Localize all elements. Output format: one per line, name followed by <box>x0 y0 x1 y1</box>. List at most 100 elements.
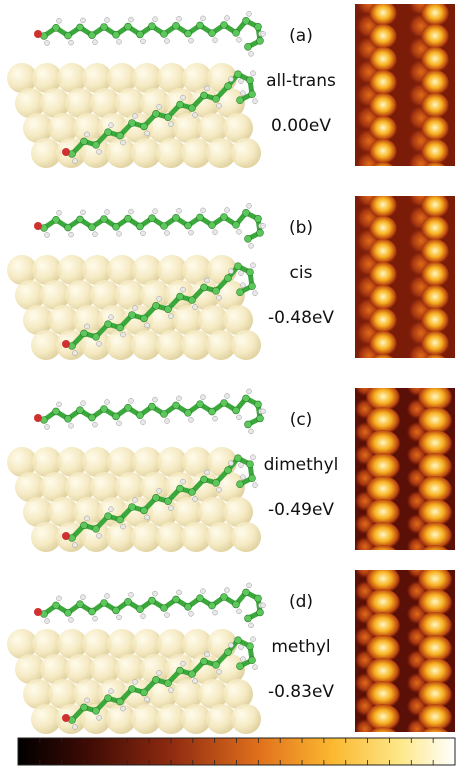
surface-atom <box>107 447 137 477</box>
surface-atom <box>23 679 53 709</box>
carbon <box>112 30 120 39</box>
stm-spot <box>369 24 397 50</box>
carbon <box>104 320 112 329</box>
hydrogen <box>204 277 210 284</box>
stm-spot <box>421 262 449 288</box>
hydrogen <box>68 231 74 238</box>
stm-spot <box>421 331 449 357</box>
hydrogen <box>132 113 138 119</box>
carbon <box>64 608 72 617</box>
carbon <box>92 332 100 341</box>
stm-spot <box>418 499 452 527</box>
carbon <box>140 506 148 515</box>
carbon <box>136 411 144 420</box>
stm-spot <box>424 354 446 358</box>
carbon <box>188 104 196 112</box>
hydrogen <box>168 687 174 693</box>
carbon <box>248 90 256 98</box>
hydrogen <box>252 98 258 104</box>
hydrogen <box>156 104 162 110</box>
stm-spot <box>418 658 452 686</box>
carbon <box>116 131 124 140</box>
hydrogen <box>236 414 242 421</box>
carbon <box>208 407 216 416</box>
stm-spot <box>366 589 400 617</box>
carbon <box>256 36 264 45</box>
surface-atom <box>65 472 95 502</box>
hydrogen <box>128 398 134 404</box>
hydrogen <box>56 595 62 602</box>
carbon <box>236 480 244 489</box>
hydrogen <box>132 497 138 503</box>
carbon <box>112 606 120 615</box>
carbon <box>220 399 228 407</box>
hydrogen <box>140 613 146 619</box>
stm-spot <box>418 430 452 458</box>
hydrogen <box>250 70 256 76</box>
hydrogen <box>204 651 210 658</box>
surface-atom <box>231 138 261 168</box>
carbon <box>236 288 244 297</box>
carbon <box>80 703 88 712</box>
hydrogen <box>104 593 110 599</box>
stm-spot <box>421 727 449 732</box>
carbon <box>244 614 252 623</box>
carbon <box>88 607 96 616</box>
oxygen <box>34 414 42 422</box>
surface-atom <box>231 330 261 360</box>
stm-spot <box>366 522 400 550</box>
stm-spot <box>369 4 397 27</box>
hydrogen <box>180 478 186 485</box>
carbon <box>148 214 156 222</box>
stm-spot <box>418 704 452 732</box>
surface-atom <box>107 63 137 93</box>
panel-name: cis <box>290 263 313 283</box>
carbon <box>224 82 232 90</box>
hydrogen <box>108 122 114 128</box>
stm-image <box>356 196 449 358</box>
carbon <box>196 400 204 409</box>
carbon <box>64 414 72 423</box>
surface-atom <box>181 704 211 734</box>
surface-atom <box>40 654 70 684</box>
stm-spot <box>366 635 400 663</box>
hydrogen <box>164 612 170 618</box>
surface-atom <box>32 255 62 285</box>
hydrogen <box>116 231 122 237</box>
carbon <box>76 23 84 32</box>
surface-atom <box>23 305 53 335</box>
hydrogen <box>240 474 246 480</box>
surface-atom <box>90 654 120 684</box>
carbon <box>254 594 262 603</box>
hydrogen <box>176 395 182 402</box>
surface-atom <box>148 679 178 709</box>
carbon <box>152 675 160 684</box>
surface-atom <box>81 704 111 734</box>
hydrogen <box>44 40 50 46</box>
hydrogen <box>164 38 170 44</box>
carbon <box>242 394 250 403</box>
hydrogen <box>108 688 114 694</box>
hydrogen <box>238 270 244 276</box>
carbon <box>188 296 196 304</box>
carbon <box>52 216 60 224</box>
oxygen <box>62 714 70 722</box>
carbon <box>92 524 100 533</box>
hydrogen <box>252 290 258 296</box>
hydrogen <box>84 515 90 522</box>
hydrogen <box>228 268 234 274</box>
hydrogen <box>164 418 170 424</box>
carbon <box>112 223 120 231</box>
stm-spot <box>369 116 397 142</box>
carbon <box>164 679 172 688</box>
stm-spot <box>369 216 397 242</box>
surface-atom <box>140 88 170 118</box>
stm-spot <box>366 430 400 458</box>
hydrogen <box>108 314 114 320</box>
stm-image <box>355 570 452 732</box>
surface-atom <box>65 280 95 310</box>
surface-atom <box>223 305 253 335</box>
carbon <box>124 22 132 31</box>
carbon <box>212 660 220 669</box>
surface-atom <box>115 654 145 684</box>
